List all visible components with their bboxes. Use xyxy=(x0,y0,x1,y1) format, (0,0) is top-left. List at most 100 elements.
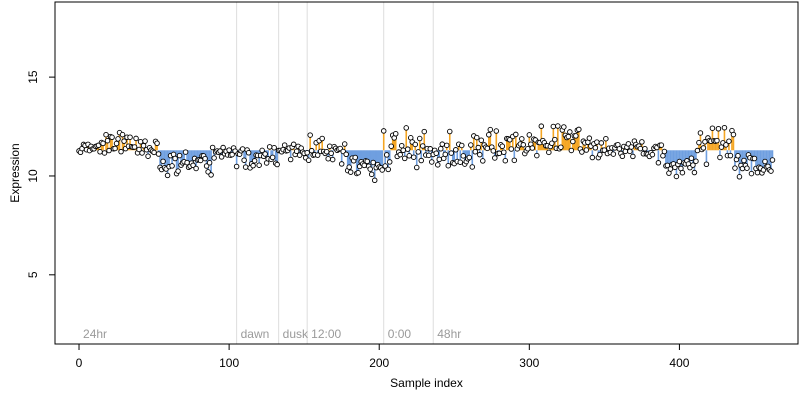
data-point xyxy=(499,143,506,149)
data-point xyxy=(484,145,491,152)
data-point xyxy=(751,155,758,162)
data-point xyxy=(480,158,486,164)
data-point xyxy=(466,154,473,161)
data-point xyxy=(416,135,423,142)
data-point xyxy=(589,154,596,161)
data-point xyxy=(109,134,115,141)
region-label: 0:00 xyxy=(388,327,412,341)
data-point xyxy=(241,157,247,163)
data-point xyxy=(415,149,421,155)
data-point xyxy=(370,159,376,166)
data-point xyxy=(529,145,536,151)
data-point xyxy=(103,131,109,138)
data-point xyxy=(209,144,216,151)
plot-frame xyxy=(54,1,799,345)
data-point xyxy=(160,158,166,165)
data-point xyxy=(112,145,118,152)
data-point xyxy=(573,133,579,139)
data-point xyxy=(474,134,480,141)
data-point xyxy=(715,125,722,132)
data-point xyxy=(421,128,427,135)
data-point xyxy=(323,148,330,155)
data-point xyxy=(679,169,686,176)
data-point xyxy=(164,172,171,179)
data-point xyxy=(661,148,668,155)
data-point xyxy=(526,132,533,138)
y-tick-label: 10 xyxy=(26,169,40,183)
data-point xyxy=(145,153,151,159)
data-point xyxy=(242,164,249,170)
data-point xyxy=(307,132,313,138)
x-axis: 0 100 200 300 400 xyxy=(76,344,690,370)
data-point xyxy=(413,164,420,171)
data-point xyxy=(410,154,417,160)
data-point xyxy=(229,151,235,158)
data-point xyxy=(281,142,288,148)
data-point xyxy=(538,123,545,129)
data-point xyxy=(259,147,265,154)
data-point xyxy=(418,157,424,164)
data-point xyxy=(546,149,552,156)
data-point xyxy=(501,149,507,155)
data-point xyxy=(448,150,455,156)
data-point xyxy=(525,146,531,152)
data-point xyxy=(341,141,348,147)
data-point xyxy=(100,140,106,147)
data-point xyxy=(453,147,459,153)
data-point xyxy=(762,158,768,165)
data-point xyxy=(594,139,600,145)
data-point xyxy=(630,153,636,160)
data-point xyxy=(169,163,175,169)
data-point xyxy=(769,157,776,163)
data-point xyxy=(442,151,449,158)
data-point xyxy=(202,155,208,162)
data-point xyxy=(250,162,256,169)
data-point xyxy=(597,151,603,158)
data-point xyxy=(637,145,644,152)
data-point xyxy=(287,156,294,163)
y-tick-label: 15 xyxy=(26,70,40,84)
data-point xyxy=(338,161,345,167)
data-point xyxy=(304,149,310,156)
data-point xyxy=(741,157,747,164)
data-point xyxy=(642,145,648,152)
data-point xyxy=(477,151,483,158)
data-point xyxy=(403,125,409,131)
data-point xyxy=(478,137,485,143)
data-point xyxy=(346,164,352,170)
data-point xyxy=(137,138,144,145)
data-point xyxy=(717,154,723,161)
data-point xyxy=(561,124,567,130)
data-point xyxy=(101,150,108,156)
data-point xyxy=(305,157,312,164)
data-point xyxy=(388,143,394,149)
data-point xyxy=(385,166,391,173)
data-point xyxy=(690,162,696,168)
data-point xyxy=(256,162,262,168)
data-point xyxy=(570,138,576,145)
data-point xyxy=(226,147,232,153)
data-point xyxy=(576,126,582,133)
data-point xyxy=(700,145,707,151)
data-point xyxy=(404,146,411,152)
data-point xyxy=(104,137,111,144)
data-point xyxy=(293,148,300,155)
data-point xyxy=(550,123,557,130)
region-label: dawn xyxy=(241,327,270,341)
data-point xyxy=(211,155,217,161)
y-axis-label: Expression xyxy=(8,143,22,202)
data-point xyxy=(269,154,276,161)
data-point xyxy=(754,169,761,176)
data-point xyxy=(398,142,405,149)
data-point xyxy=(203,163,210,169)
data-point xyxy=(175,168,181,174)
data-point xyxy=(567,129,573,135)
data-point xyxy=(380,128,387,134)
data-point xyxy=(206,160,213,166)
data-point xyxy=(151,149,157,156)
data-point xyxy=(368,171,375,178)
data-point xyxy=(367,166,373,172)
data-point xyxy=(610,151,617,157)
data-point xyxy=(688,155,695,161)
data-point xyxy=(133,135,139,142)
